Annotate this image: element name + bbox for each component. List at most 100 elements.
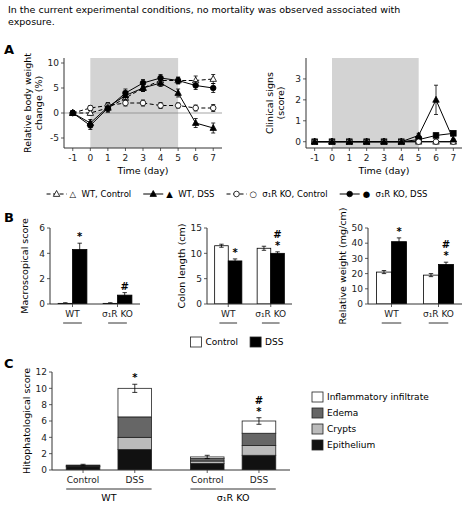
x-tick xyxy=(160,148,161,151)
y-tick-label: 4 xyxy=(41,433,47,443)
annotations: **# xyxy=(232,229,281,258)
y-tick-label: 0 xyxy=(41,465,47,475)
y-tick-label: 0 xyxy=(295,137,301,147)
error-bar xyxy=(256,418,261,425)
y-tick xyxy=(204,253,207,254)
error-bar xyxy=(194,105,198,111)
bracket xyxy=(108,323,127,324)
legend-swatch xyxy=(250,337,261,347)
x-tick xyxy=(314,148,315,151)
error-bar xyxy=(429,274,433,277)
point xyxy=(399,139,405,145)
error-bar xyxy=(211,105,215,112)
legend-item: Inflammatory infiltrate xyxy=(312,392,429,402)
y-tick-label: 15 xyxy=(191,223,202,233)
y-axis-label: Macroscopical score xyxy=(19,218,30,314)
error-bar xyxy=(71,111,75,116)
error-bar xyxy=(141,80,145,87)
point xyxy=(381,138,387,144)
legend-marker xyxy=(150,191,156,197)
bar-segment xyxy=(242,446,276,456)
y-tick-label: 4 xyxy=(39,249,45,259)
series-line xyxy=(73,78,213,126)
group-bracket xyxy=(66,489,151,490)
significance-mark: # xyxy=(255,395,263,406)
legend: ControlDSS xyxy=(191,337,284,347)
point xyxy=(329,138,335,144)
group-label: WT xyxy=(101,492,116,503)
x-tick-label: 3 xyxy=(381,153,387,163)
y-tick xyxy=(49,421,52,422)
x-tick xyxy=(72,304,73,307)
point xyxy=(193,105,199,111)
bracket xyxy=(63,323,82,324)
point xyxy=(433,96,439,102)
x-axis-line xyxy=(207,304,292,305)
x-tick-label: 4 xyxy=(398,153,404,163)
y-tick xyxy=(61,138,64,139)
x-tick-label: 7 xyxy=(210,153,216,163)
x-tick-label: 2 xyxy=(364,153,370,163)
error-bar xyxy=(88,122,92,130)
legend-item: ● σ₁R KO, DSS xyxy=(340,189,428,199)
x-tick-label: -1 xyxy=(68,153,77,163)
error-bar xyxy=(176,78,180,84)
error-bar xyxy=(176,77,180,84)
y-tick xyxy=(49,470,52,471)
header-line: exposure. xyxy=(8,16,55,27)
y-tick xyxy=(61,88,64,89)
error-bar xyxy=(275,252,279,255)
error-bar xyxy=(451,131,455,135)
x-tick-label: 1 xyxy=(346,153,352,163)
bar xyxy=(215,246,229,304)
y-axis-line xyxy=(64,58,65,148)
x-tick-label: DSS xyxy=(250,475,269,485)
legend-marker xyxy=(347,191,353,197)
legend-item: DSS xyxy=(250,337,284,347)
legend-swatch xyxy=(191,337,202,347)
y-tick xyxy=(365,258,368,259)
legend-swatch xyxy=(312,408,323,418)
error-bar xyxy=(123,100,127,106)
x-axis-label: Time (day) xyxy=(116,165,168,176)
x-tick xyxy=(366,148,367,151)
y-tick xyxy=(49,388,52,389)
point xyxy=(416,139,422,145)
point xyxy=(398,138,404,144)
plot-area xyxy=(64,58,222,148)
y-tick-label: 2 xyxy=(295,95,301,105)
y-axis-label-line: Relative body weight xyxy=(22,53,33,153)
panel: **#024681012Hitophatological scoreContro… xyxy=(4,356,290,503)
y-tick xyxy=(204,304,207,305)
y-axis-line xyxy=(368,228,369,304)
point xyxy=(158,75,164,81)
x-tick-label: -1 xyxy=(310,153,319,163)
group-bracket xyxy=(190,489,275,490)
error-bar xyxy=(233,259,237,263)
x-tick-label: Control xyxy=(67,475,100,485)
point xyxy=(70,110,76,116)
series-line xyxy=(73,83,213,128)
error-bar xyxy=(397,238,401,246)
legend-label: Epithelium xyxy=(327,440,375,450)
panel-label: A xyxy=(4,42,14,57)
error-bar xyxy=(81,464,86,466)
error-bar xyxy=(123,293,127,298)
group-label: σ₁R KO xyxy=(217,492,250,503)
y-tick-label: 10 xyxy=(352,284,364,294)
legend: △ WT, Control▲ WT, DSS○ σ₁R KO, Control●… xyxy=(47,189,428,199)
point xyxy=(381,138,387,144)
y-tick-label: 5 xyxy=(196,274,202,284)
y-tick xyxy=(365,228,368,229)
x-tick xyxy=(453,148,454,151)
x-tick xyxy=(90,148,91,151)
x-tick xyxy=(213,148,214,151)
point xyxy=(450,136,456,142)
error-bar xyxy=(106,103,110,111)
x-tick xyxy=(125,148,126,151)
x-tick xyxy=(107,148,108,151)
bracket xyxy=(219,323,237,324)
y-axis-label: Relative body weightchange (%) xyxy=(22,53,44,153)
error-bar xyxy=(176,103,180,108)
error-bar xyxy=(88,106,92,111)
